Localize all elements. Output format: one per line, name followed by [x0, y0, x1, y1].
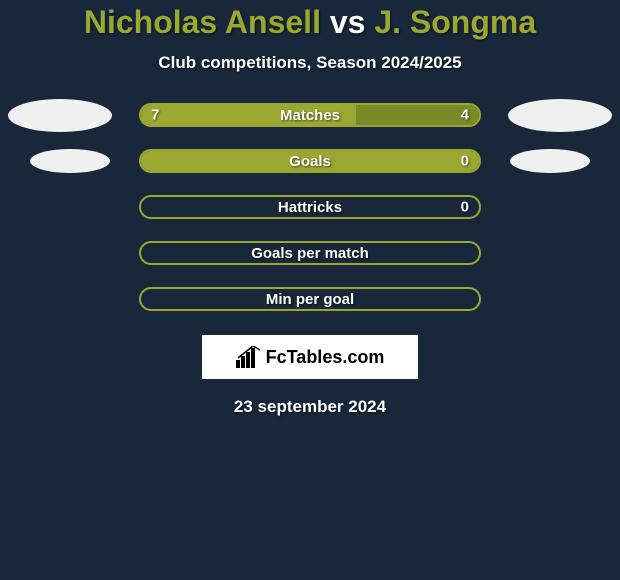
- stat-value-right: 4: [461, 107, 469, 124]
- stat-label: Goals: [289, 153, 331, 170]
- stat-row: 0 Goals: [0, 149, 620, 173]
- comparison-card: Nicholas Ansell vs J. Songma Club compet…: [0, 0, 620, 417]
- stat-bar: Goals per match: [139, 241, 481, 265]
- player1-avatar: [8, 99, 112, 132]
- stat-label: Goals per match: [251, 245, 369, 262]
- stat-label: Min per goal: [266, 291, 354, 308]
- title-player2: J. Songma: [374, 4, 536, 40]
- stat-row: 7 4 Matches: [0, 103, 620, 127]
- stat-label: Matches: [280, 107, 340, 124]
- brand-box[interactable]: FcTables.com: [202, 335, 418, 379]
- player2-avatar: [508, 99, 612, 132]
- player1-avatar: [30, 149, 110, 173]
- stats-area: 7 4 Matches 0 Goals 0 Hattricks Goals per match…: [0, 103, 620, 311]
- date-text: 23 september 2024: [0, 397, 620, 417]
- player2-avatar: [510, 149, 590, 173]
- stat-bar: 7 4 Matches: [139, 103, 481, 127]
- stat-value-right: 0: [461, 153, 469, 170]
- stat-value-left: 7: [151, 107, 159, 124]
- stat-value-right: 0: [461, 199, 469, 216]
- subtitle: Club competitions, Season 2024/2025: [0, 53, 620, 73]
- stat-bar: 0 Goals: [139, 149, 481, 173]
- chart-icon: [236, 346, 262, 368]
- brand-label: FcTables.com: [266, 347, 385, 368]
- page-title: Nicholas Ansell vs J. Songma: [0, 4, 620, 41]
- stat-label: Hattricks: [278, 199, 342, 216]
- stat-row: Min per goal: [0, 287, 620, 311]
- title-vs: vs: [321, 4, 374, 40]
- title-player1: Nicholas Ansell: [84, 4, 321, 40]
- stat-row: 0 Hattricks: [0, 195, 620, 219]
- stat-row: Goals per match: [0, 241, 620, 265]
- stat-bar: Min per goal: [139, 287, 481, 311]
- stat-bar: 0 Hattricks: [139, 195, 481, 219]
